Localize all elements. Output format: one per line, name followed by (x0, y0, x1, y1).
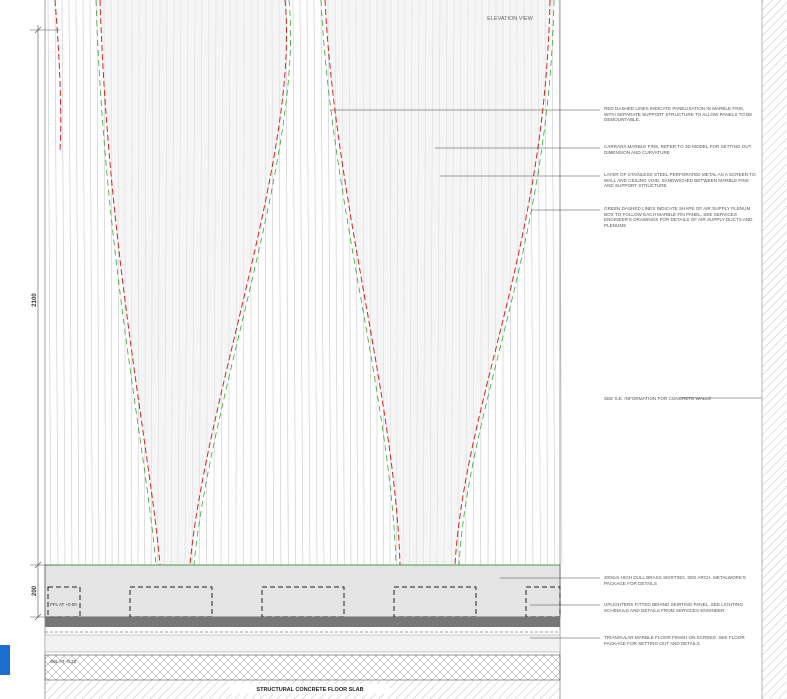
skirting (44, 564, 561, 618)
floor-finish (45, 617, 560, 627)
leader-lines (330, 109, 762, 639)
screed (44, 634, 561, 653)
perforated-screen (100, 0, 287, 565)
fin-line (54, 0, 59, 566)
wall-hatch (762, 0, 787, 699)
view-title: ELEVATION VIEW (487, 16, 533, 22)
perforated-screen (325, 0, 550, 565)
annotation: LAYER OF STAINLESS STEEL PERFORATED META… (604, 172, 756, 189)
fin-line (327, 0, 332, 566)
fin-line (82, 0, 86, 566)
fin-line (544, 0, 548, 566)
fin-line (551, 0, 556, 566)
fin-line (292, 0, 296, 566)
dimension-text: 200 (32, 585, 38, 596)
plenum-lines (95, 0, 555, 566)
fin-line (47, 0, 52, 566)
annotation: TRIANGULAR MARBLE FLOOR FINISH ON SCREED… (604, 635, 745, 646)
fin-line (61, 0, 66, 566)
annotation: SEE S.E. INFORMATION FOR CONCRETE WALLS (604, 396, 711, 401)
fin-line (89, 0, 93, 566)
dimension-line (30, 25, 60, 621)
fin-line (558, 0, 563, 566)
annotation: UPLIGHTERS FITTED BEHIND SKIRTING PANEL.… (604, 602, 743, 613)
annotation: 200mm HIGH DULL BRASS SKIRTING, SEE ARCH… (604, 575, 746, 586)
fin-line (75, 0, 80, 566)
level-label: FFL AT +0.00 (50, 602, 77, 607)
level-label: SSL AT -0.22 (50, 659, 77, 664)
slab-label: STRUCTURAL CONCRETE FLOOR SLAB (256, 687, 363, 693)
blue-tab (0, 645, 10, 675)
annotation: CARRARA MARBLE FINS, REFER TO 3D MODEL F… (604, 144, 752, 155)
fin-line (320, 0, 325, 566)
annotation: GREEN DASHED LINES INDICATE SHAPE OF AIR… (604, 206, 753, 228)
fin-line (299, 0, 304, 566)
insulation (44, 654, 561, 681)
fin-line (306, 0, 311, 566)
annotation: RED DASHED LINES INDICATE PANELISATION I… (604, 106, 753, 123)
panel-lines (54, 0, 551, 566)
fin-line (96, 0, 100, 566)
fin-line (313, 0, 318, 566)
fin-line (285, 0, 289, 566)
dimension-text: 2100 (32, 293, 38, 307)
fin-line (68, 0, 73, 566)
